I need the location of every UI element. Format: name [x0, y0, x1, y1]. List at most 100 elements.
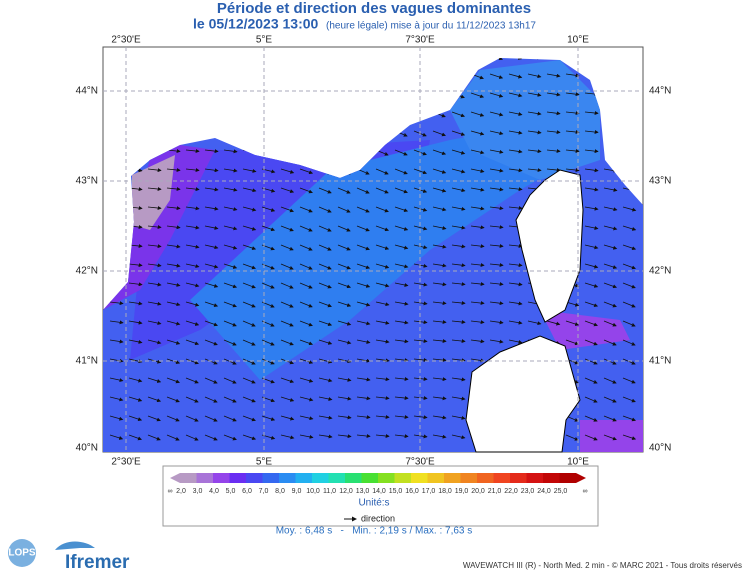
lon-label: 5°E [256, 457, 273, 468]
color-swatch [229, 473, 246, 483]
wave-arrow [565, 92, 580, 97]
wave-arrow [147, 205, 162, 210]
wave-arrow [527, 130, 542, 135]
wave-arrow [337, 244, 351, 251]
colorbar-label: 9,0 [292, 488, 302, 495]
colorbar-label: 7,0 [259, 488, 269, 495]
wave-arrow [413, 282, 428, 287]
wave-arrow [280, 434, 295, 440]
wave-arrow [508, 130, 523, 135]
wave-arrow [565, 111, 580, 116]
wave-arrow [432, 377, 447, 382]
color-swatch [345, 473, 362, 483]
wave-arrow [223, 206, 238, 212]
colorbar-label: 24,0 [537, 488, 551, 495]
wave-arrow [394, 358, 409, 363]
wave-arrow [337, 187, 351, 194]
wave-arrow [508, 263, 523, 268]
colorbar-label: 4,0 [209, 488, 219, 495]
wave-arrow [394, 415, 409, 419]
wave-arrow [565, 168, 580, 173]
wave-arrow [413, 225, 428, 231]
wave-arrow [280, 282, 294, 289]
wave-arrow [565, 320, 580, 326]
wave-arrow [318, 415, 333, 420]
wave-arrow [394, 187, 408, 194]
wave-arrow [603, 282, 618, 289]
wave-arrow [375, 282, 390, 288]
wave-arrow [337, 225, 351, 232]
wave-arrow [603, 434, 617, 441]
wave-arrow [166, 244, 181, 249]
wave-arrow [356, 206, 370, 213]
color-swatch [411, 473, 428, 483]
wave-arrow [375, 225, 390, 232]
date: le 05/12/2023 13:00 [193, 16, 319, 32]
wave-arrow [109, 377, 124, 383]
wave-arrow [432, 130, 446, 137]
wave-arrow [394, 149, 408, 156]
wave-arrow [185, 396, 199, 403]
wave-arrow [280, 415, 295, 421]
wave-arrow [584, 320, 598, 327]
colorbar-label: 3,0 [193, 488, 203, 495]
wave-arrow [147, 377, 162, 383]
wave-arrow [546, 73, 561, 78]
wave-arrow [166, 415, 180, 422]
wave-arrow [565, 73, 580, 78]
wave-arrow [413, 357, 428, 362]
wave-arrow [299, 396, 314, 402]
wave-arrow [603, 187, 618, 192]
wave-arrow [299, 225, 313, 232]
wave-arrow [508, 92, 523, 98]
wave-arrow [546, 92, 561, 97]
wave-arrow [432, 244, 447, 249]
colorbar-label: 14,0 [372, 488, 386, 495]
update-note: (heure légale) mise à jour du 11/12/2023… [326, 21, 536, 32]
wave-arrow [470, 301, 485, 305]
wave-arrow [470, 206, 485, 211]
wave-arrow [508, 187, 523, 192]
lops-text: LOPS [8, 548, 36, 559]
wave-arrow [470, 225, 485, 230]
wave-arrow [356, 339, 371, 344]
wave-arrow [432, 301, 447, 306]
wave-arrow [489, 320, 504, 325]
wave-arrow [584, 415, 598, 422]
wave-arrow [242, 206, 257, 212]
wave-arrow [375, 168, 389, 175]
wave-arrow [318, 396, 333, 401]
wave-arrow [432, 263, 447, 268]
wave-arrow [128, 396, 143, 402]
wave-arrow [432, 282, 447, 287]
wave-arrow [128, 263, 143, 268]
wave-arrow [451, 377, 466, 382]
wave-arrow [204, 377, 218, 384]
wave-arrow [223, 434, 237, 441]
wave-arrow [622, 320, 636, 327]
wave-arrow [109, 415, 124, 421]
wave-arrow [603, 225, 618, 231]
wave-arrow [394, 339, 409, 344]
wave-arrow [299, 339, 314, 346]
colorbar-label: 15,0 [389, 488, 403, 495]
lat-label: 42°N [76, 266, 98, 277]
wave-arrow [223, 339, 237, 346]
wave-arrow [451, 244, 466, 249]
wave-arrow [223, 358, 237, 365]
wave-arrow [565, 148, 580, 153]
wave-arrow [584, 358, 598, 365]
colorbar-label: 23,0 [521, 488, 535, 495]
wave-arrow [356, 320, 371, 326]
wave-arrow [508, 339, 523, 344]
wave-arrow [508, 111, 523, 116]
wave-arrow [527, 149, 542, 154]
wave-arrow [147, 282, 162, 287]
wave-arrow [280, 206, 294, 213]
wave-arrow [223, 263, 238, 269]
corsica [515, 169, 584, 323]
wave-arrow [318, 358, 333, 364]
wave-arrow [242, 282, 256, 289]
wave-arrow [584, 301, 599, 308]
wave-arrow [546, 167, 561, 172]
